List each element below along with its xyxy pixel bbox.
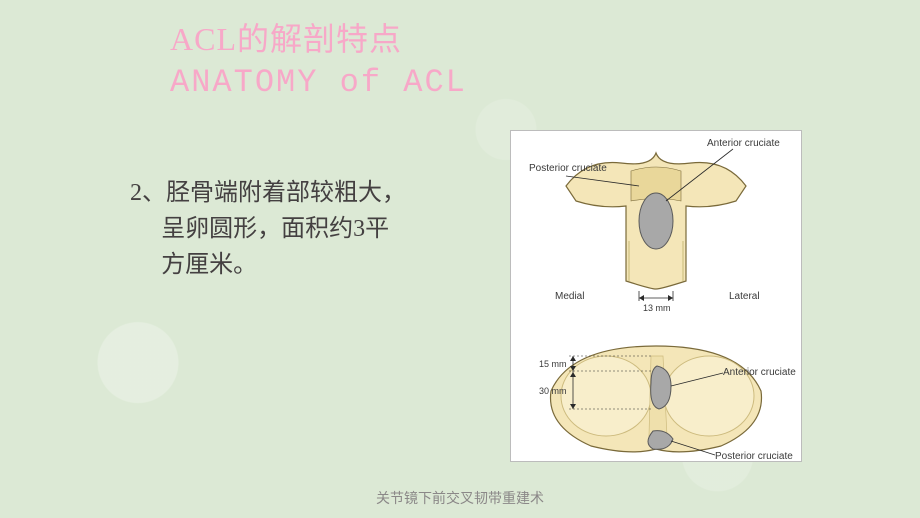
label-anterior-top: Anterior cruciate [707, 138, 780, 149]
acl-footprint-bottom [651, 366, 671, 409]
label-anterior-bot: Anterior cruciate [723, 367, 796, 378]
dim-13mm: 13 mm [639, 291, 673, 313]
body-lead: 2、胫骨端附着部较粗大， [130, 180, 406, 206]
acl-footprint-top [639, 193, 673, 249]
dim-15mm-text: 15 mm [539, 359, 567, 369]
label-lateral: Lateral [729, 291, 760, 302]
body-text: 2、胫骨端附着部较粗大， 呈卵圆形，面积约3平 方厘米。 [130, 175, 450, 283]
dim-13mm-text: 13 mm [643, 303, 671, 313]
top-view: Anterior cruciate Posterior cruciate 13 … [529, 138, 780, 313]
footer-text: 关节镜下前交叉韧带重建术 [376, 492, 544, 507]
anatomy-figure: Anterior cruciate Posterior cruciate 13 … [510, 130, 802, 462]
slide-footer: 关节镜下前交叉韧带重建术 [0, 488, 920, 508]
label-medial: Medial [555, 291, 584, 302]
body-cont-2: 方厘米。 [130, 247, 450, 283]
body-cont-1: 呈卵圆形，面积约3平 [130, 211, 450, 247]
slide: ACL的解剖特点 ANATOMY of ACL 2、胫骨端附着部较粗大， 呈卵圆… [0, 0, 920, 518]
title-line-2: ANATOMY of ACL [170, 61, 467, 104]
label-posterior-bot: Posterior cruciate [715, 451, 793, 461]
label-posterior-top: Posterior cruciate [529, 163, 607, 174]
bottom-view: 15 mm 30 mm Anterior cruciate Posterior … [539, 346, 796, 461]
dim-30mm-text: 30 mm [539, 386, 567, 396]
title-line-1: ACL的解剖特点 [170, 18, 467, 61]
anatomy-svg: Anterior cruciate Posterior cruciate 13 … [511, 131, 801, 461]
slide-title: ACL的解剖特点 ANATOMY of ACL [170, 18, 467, 104]
